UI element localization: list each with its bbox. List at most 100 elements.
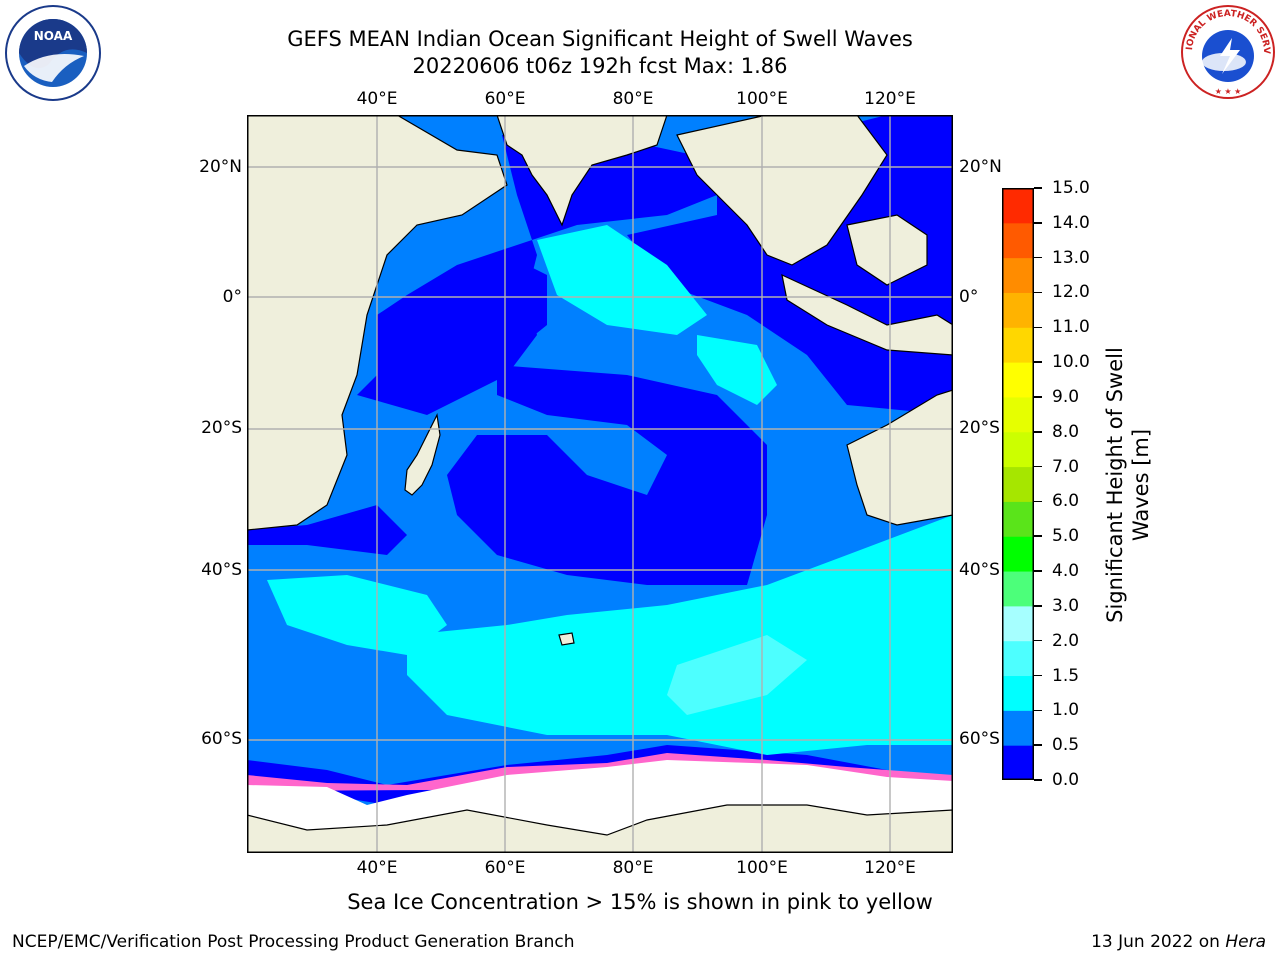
lon-label-bottom: 40°E xyxy=(356,858,398,878)
svg-text:★ ★ ★: ★ ★ ★ xyxy=(1215,87,1242,96)
lon-label-top: 120°E xyxy=(864,89,916,109)
lat-label-left: 0° xyxy=(222,287,242,307)
colorbar-segment xyxy=(1002,431,1034,468)
kerguelen xyxy=(558,632,575,646)
lon-label-top: 40°E xyxy=(356,89,398,109)
colorbar-label: Significant Height of Swell Waves [m] xyxy=(1102,275,1154,695)
sea-ice-note: Sea Ice Concentration > 15% is shown in … xyxy=(347,890,933,914)
colorbar-tick-mark xyxy=(1034,639,1042,642)
noaa-logo-text: NOAA xyxy=(34,29,73,43)
colorbar-tick-label: 12.0 xyxy=(1052,282,1090,303)
footer-date-text: 13 Jun 2022 on xyxy=(1091,932,1226,952)
colorbar-segment xyxy=(1002,362,1034,398)
colorbar-segment xyxy=(1002,292,1034,328)
lat-label-left: 60°S xyxy=(201,729,242,749)
swell-height-map xyxy=(247,115,953,853)
lat-label-right: 20°N xyxy=(959,157,1002,177)
colorbar-segment xyxy=(1002,710,1034,746)
lat-label-left: 20°S xyxy=(201,418,242,438)
colorbar-segment xyxy=(1002,466,1034,502)
colorbar-segment xyxy=(1002,501,1034,537)
swell-band-1.5-2.0 xyxy=(667,635,807,715)
footer-credit: NCEP/EMC/Verification Post Processing Pr… xyxy=(12,932,575,952)
indonesia xyxy=(781,273,953,356)
map-frame xyxy=(247,115,953,853)
colorbar-tick-label: 9.0 xyxy=(1052,386,1080,407)
colorbar-tick-label: 0.5 xyxy=(1052,735,1080,756)
colorbar-label-line2: Waves [m] xyxy=(1129,428,1153,542)
colorbar-tick-label: 1.5 xyxy=(1052,665,1080,686)
colorbar-tick-mark xyxy=(1034,326,1042,329)
colorbar-tick-label: 5.0 xyxy=(1052,526,1080,547)
colorbar-tick-mark xyxy=(1034,361,1042,363)
colorbar-tick-mark xyxy=(1034,431,1042,433)
colorbar-tick-label: 8.0 xyxy=(1052,421,1080,442)
lat-label-left: 20°N xyxy=(199,157,242,177)
colorbar-segment xyxy=(1002,327,1034,363)
borneo xyxy=(846,214,928,286)
colorbar-tick-mark xyxy=(1034,570,1042,572)
lat-label-right: 20°S xyxy=(959,418,1000,438)
colorbar-tick-mark xyxy=(1034,605,1042,607)
colorbar-segment xyxy=(1002,605,1034,642)
colorbar-tick-label: 11.0 xyxy=(1052,317,1090,338)
colorbar-tick-mark xyxy=(1034,222,1042,224)
colorbar-segment xyxy=(1002,222,1034,259)
colorbar-tick-mark xyxy=(1034,674,1042,677)
colorbar-tick-mark xyxy=(1034,709,1042,712)
australia xyxy=(846,389,953,526)
lon-label-top: 100°E xyxy=(736,89,788,109)
footer-host: Hera xyxy=(1225,932,1266,952)
lon-label-bottom: 100°E xyxy=(736,858,788,878)
colorbar-segment xyxy=(1002,571,1034,607)
colorbar-label-line1: Significant Height of Swell xyxy=(1103,347,1127,623)
colorbar-tick-label: 4.0 xyxy=(1052,561,1080,582)
footer-date: 13 Jun 2022 on Hera xyxy=(1091,932,1266,952)
colorbar-tick-mark xyxy=(1034,744,1042,746)
lon-label-bottom: 60°E xyxy=(484,858,526,878)
lat-label-right: 60°S xyxy=(959,729,1000,749)
map-title: GEFS MEAN Indian Ocean Significant Heigh… xyxy=(287,27,913,51)
colorbar-tick-mark xyxy=(1034,465,1042,468)
india xyxy=(496,115,668,227)
noaa-logo: NOAA xyxy=(5,5,101,101)
antarctica xyxy=(247,804,953,853)
colorbar-tick-mark xyxy=(1034,396,1042,398)
map-subtitle: 20220606 t06z 192h fcst Max: 1.86 xyxy=(412,54,788,78)
swell-band-1.0-1.5 xyxy=(267,225,953,755)
colorbar-segment xyxy=(1002,257,1034,293)
nws-logo: NATIONAL WEATHER SERVICE ★ ★ ★ xyxy=(1180,4,1275,99)
lat-label-right: 0° xyxy=(959,287,979,307)
madagascar xyxy=(404,413,441,496)
colorbar-tick-mark xyxy=(1034,500,1042,503)
land-masses xyxy=(247,115,953,853)
colorbar-tick-label: 7.0 xyxy=(1052,456,1080,477)
colorbar-tick-label: 3.0 xyxy=(1052,595,1080,616)
lon-label-bottom: 120°E xyxy=(864,858,916,878)
colorbar-tick-label: 6.0 xyxy=(1052,491,1080,512)
graticule xyxy=(247,115,953,853)
colorbar-segment xyxy=(1002,536,1034,572)
colorbar-segment xyxy=(1002,675,1034,711)
colorbar-tick-mark xyxy=(1034,535,1042,537)
colorbar-segment xyxy=(1002,640,1034,677)
lon-label-top: 80°E xyxy=(612,89,654,109)
colorbar-segment xyxy=(1002,188,1034,224)
lat-label-right: 40°S xyxy=(959,560,1000,580)
colorbar xyxy=(1002,188,1034,780)
colorbar-segment xyxy=(1002,745,1034,780)
colorbar-tick-label: 2.0 xyxy=(1052,630,1080,651)
colorbar-tick-mark xyxy=(1034,187,1042,189)
lon-label-bottom: 80°E xyxy=(612,858,654,878)
colorbar-frame xyxy=(1002,188,1034,780)
colorbar-tick-label: 0.0 xyxy=(1052,770,1080,790)
colorbar-tick-label: 1.0 xyxy=(1052,700,1080,721)
colorbar-tick-label: 10.0 xyxy=(1052,352,1090,373)
arabian-peninsula-africa xyxy=(247,115,508,531)
colorbar-tick-mark xyxy=(1034,291,1042,294)
colorbar-tick-mark xyxy=(1034,256,1042,259)
lon-label-top: 60°E xyxy=(484,89,526,109)
southeast-asia xyxy=(676,115,888,266)
colorbar-tick-mark xyxy=(1034,779,1042,781)
lat-label-left: 40°S xyxy=(201,560,242,580)
